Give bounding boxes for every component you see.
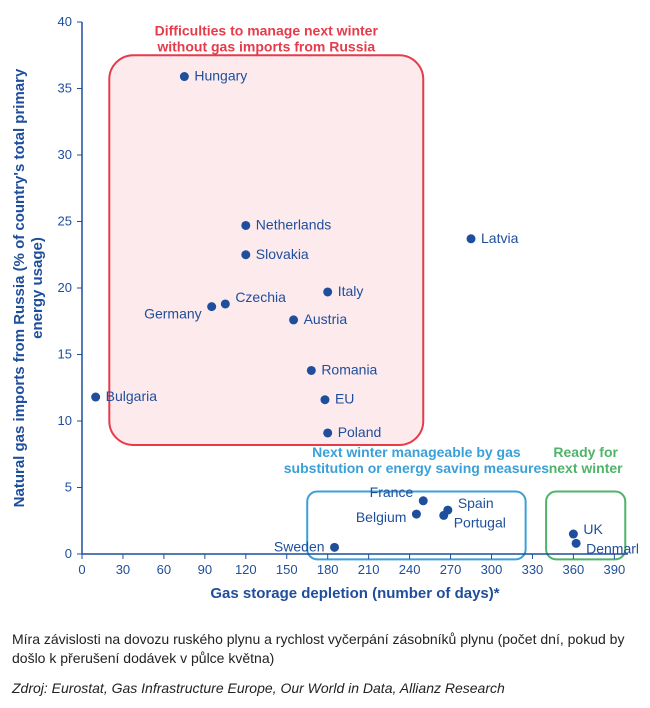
x-tick: 150: [276, 562, 298, 577]
point-label-slovakia: Slovakia: [256, 246, 309, 262]
point-denmark: [572, 539, 581, 548]
scatter-chart: 0 30 60 90 120 150 180 210 240 270 300 330 360 390 0 5 1…: [12, 12, 638, 602]
point-label-belgium: Belgium: [356, 509, 407, 525]
point-netherlands: [241, 221, 250, 230]
y-tick: 25: [58, 214, 72, 229]
point-portugal: [439, 511, 448, 520]
y-tick: 35: [58, 81, 72, 96]
x-tick: 240: [399, 562, 421, 577]
point-czechia: [221, 299, 230, 308]
point-austria: [289, 315, 298, 324]
x-tick: 120: [235, 562, 257, 577]
x-tick: 60: [157, 562, 171, 577]
point-label-germany: Germany: [144, 306, 202, 322]
x-tick: 300: [481, 562, 503, 577]
chart-caption: Míra závislosti na dovozu ruského plynu …: [12, 630, 638, 668]
y-tick: 15: [58, 347, 72, 362]
point-italy: [323, 287, 332, 296]
x-tick: 30: [116, 562, 130, 577]
region-label-manageable: Next winter manageable by gassubstitutio…: [284, 444, 550, 476]
point-label-netherlands: Netherlands: [256, 216, 331, 232]
y-tick: 5: [65, 480, 72, 495]
point-hungary: [180, 72, 189, 81]
x-tick: 390: [603, 562, 625, 577]
point-eu: [320, 395, 329, 404]
point-label-hungary: Hungary: [194, 68, 247, 84]
point-germany: [207, 302, 216, 311]
x-tick: 210: [358, 562, 380, 577]
y-tick: 30: [58, 147, 72, 162]
point-label-bulgaria: Bulgaria: [106, 388, 158, 404]
point-latvia: [467, 234, 476, 243]
point-poland: [323, 428, 332, 437]
point-slovakia: [241, 250, 250, 259]
point-label-eu: EU: [335, 391, 354, 407]
point-sweden: [330, 543, 339, 552]
point-label-romania: Romania: [321, 361, 377, 377]
x-axis-label: Gas storage depletion (number of days)*: [210, 585, 499, 602]
point-label-czechia: Czechia: [235, 289, 286, 305]
x-tick: 330: [522, 562, 544, 577]
y-tick: 40: [58, 14, 72, 29]
point-belgium: [412, 510, 421, 519]
point-uk: [569, 530, 578, 539]
point-label-sweden: Sweden: [274, 538, 325, 554]
point-label-italy: Italy: [338, 283, 364, 299]
point-label-france: France: [370, 484, 414, 500]
region-label-ready: Ready fornext winter: [549, 444, 623, 476]
point-france: [419, 496, 428, 505]
point-label-portugal: Portugal: [454, 514, 506, 530]
y-tick: 10: [58, 413, 72, 428]
x-tick: 180: [317, 562, 339, 577]
y-tick: 0: [65, 546, 72, 561]
x-tick: 0: [78, 562, 85, 577]
point-romania: [307, 366, 316, 375]
chart-svg: 0 30 60 90 120 150 180 210 240 270 300 330 360 390 0 5 1…: [12, 12, 638, 602]
chart-source: Zdroj: Eurostat, Gas Infrastructure Euro…: [12, 680, 638, 696]
point-label-denmark: Denmark: [586, 540, 638, 556]
point-label-austria: Austria: [304, 311, 348, 327]
region-label-difficult: Difficulties to manage next winterwithou…: [155, 22, 379, 54]
x-tick: 90: [198, 562, 212, 577]
y-tick: 20: [58, 280, 72, 295]
point-label-spain: Spain: [458, 495, 494, 511]
point-label-latvia: Latvia: [481, 230, 519, 246]
point-label-poland: Poland: [338, 424, 382, 440]
point-label-uk: UK: [583, 521, 603, 537]
x-tick: 360: [563, 562, 585, 577]
x-tick: 270: [440, 562, 462, 577]
point-bulgaria: [91, 393, 100, 402]
